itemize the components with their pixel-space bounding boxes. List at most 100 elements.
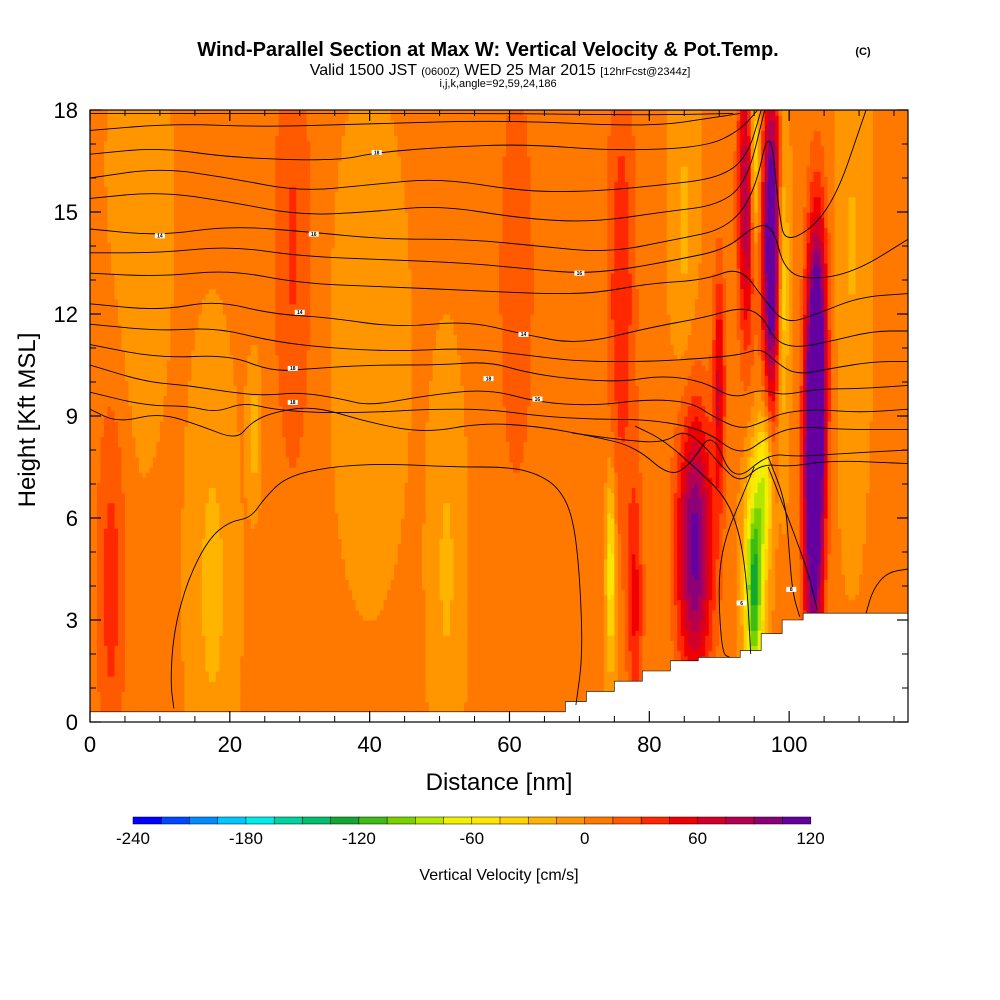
velocity-cell	[111, 513, 115, 519]
velocity-cell	[114, 554, 118, 560]
velocity-cell	[128, 482, 132, 488]
velocity-cell	[90, 503, 94, 509]
velocity-cell	[114, 635, 118, 641]
velocity-cell	[104, 375, 108, 381]
velocity-cell	[118, 518, 122, 524]
velocity-cell	[121, 487, 125, 493]
velocity-cell	[114, 697, 118, 703]
velocity-cell	[111, 477, 115, 483]
velocity-cell	[97, 620, 101, 626]
velocity-cell	[114, 533, 118, 539]
velocity-cell	[90, 431, 94, 437]
velocity-cell	[121, 334, 125, 340]
velocity-cell	[97, 559, 101, 565]
velocity-cell	[90, 482, 94, 488]
velocity-cell	[90, 686, 94, 692]
velocity-cell	[125, 538, 129, 544]
velocity-cell	[107, 605, 111, 611]
velocity-cell	[118, 192, 122, 198]
velocity-cell	[118, 401, 122, 407]
velocity-cell	[111, 289, 115, 295]
velocity-cell	[111, 426, 115, 432]
velocity-cell	[132, 615, 136, 621]
velocity-cell	[128, 472, 132, 478]
velocity-cell	[121, 268, 125, 274]
velocity-cell	[111, 340, 115, 346]
velocity-cell	[114, 243, 118, 249]
velocity-cell	[132, 380, 136, 386]
velocity-cell	[94, 579, 98, 585]
velocity-cell	[128, 589, 132, 595]
velocity-cell	[118, 263, 122, 269]
velocity-cell	[118, 406, 122, 412]
velocity-cell	[107, 426, 111, 432]
velocity-cell	[128, 314, 132, 320]
velocity-cell	[94, 166, 98, 172]
velocity-cell	[125, 278, 129, 284]
velocity-cell	[104, 115, 108, 121]
velocity-cell	[100, 314, 104, 320]
velocity-cell	[118, 462, 122, 468]
velocity-cell	[111, 334, 115, 340]
velocity-cell	[121, 569, 125, 575]
velocity-cell	[97, 299, 101, 305]
velocity-cell	[128, 584, 132, 590]
velocity-cell	[128, 197, 132, 203]
velocity-cell	[111, 625, 115, 631]
velocity-cell	[94, 482, 98, 488]
velocity-cell	[114, 477, 118, 483]
velocity-cell	[107, 651, 111, 657]
velocity-cell	[94, 487, 98, 493]
velocity-cell	[107, 329, 111, 335]
velocity-cell	[114, 161, 118, 167]
velocity-cell	[97, 258, 101, 264]
velocity-cell	[132, 355, 136, 361]
velocity-cell	[114, 436, 118, 442]
velocity-cell	[104, 283, 108, 289]
velocity-cell	[104, 681, 108, 687]
velocity-cell	[132, 436, 136, 442]
velocity-cell	[132, 646, 136, 652]
velocity-cell	[114, 416, 118, 422]
velocity-cell	[94, 447, 98, 453]
velocity-cell	[111, 355, 115, 361]
velocity-cell	[118, 559, 122, 565]
velocity-cell	[111, 605, 115, 611]
velocity-cell	[94, 544, 98, 550]
velocity-cell	[97, 549, 101, 555]
velocity-cell	[121, 436, 125, 442]
velocity-cell	[94, 136, 98, 142]
velocity-cell	[97, 661, 101, 667]
velocity-cell	[90, 554, 94, 560]
velocity-cell	[100, 375, 104, 381]
velocity-cell	[94, 171, 98, 177]
velocity-cell	[114, 365, 118, 371]
velocity-cell	[111, 584, 115, 590]
velocity-cell	[97, 115, 101, 121]
velocity-cell	[125, 426, 129, 432]
velocity-cell	[128, 442, 132, 448]
velocity-cell	[132, 702, 136, 708]
velocity-cell	[132, 360, 136, 366]
velocity-cell	[97, 360, 101, 366]
velocity-cell	[107, 442, 111, 448]
velocity-cell	[111, 538, 115, 544]
velocity-cell	[111, 508, 115, 514]
velocity-cell	[107, 615, 111, 621]
velocity-cell	[107, 345, 111, 351]
velocity-cell	[111, 651, 115, 657]
velocity-cell	[97, 457, 101, 463]
velocity-cell	[94, 263, 98, 269]
velocity-cell	[125, 605, 129, 611]
velocity-cell	[100, 442, 104, 448]
velocity-cell	[104, 232, 108, 238]
velocity-cell	[90, 528, 94, 534]
velocity-cell	[114, 232, 118, 238]
velocity-cell	[128, 222, 132, 228]
velocity-cell	[114, 207, 118, 213]
velocity-cell	[118, 115, 122, 121]
velocity-cell	[121, 549, 125, 555]
velocity-cell	[121, 181, 125, 187]
velocity-cell	[107, 431, 111, 437]
velocity-cell	[97, 625, 101, 631]
